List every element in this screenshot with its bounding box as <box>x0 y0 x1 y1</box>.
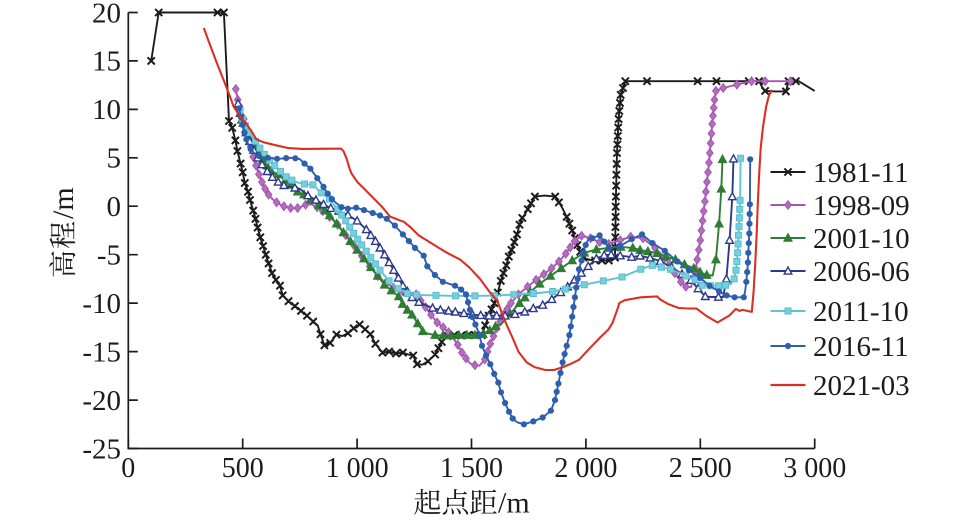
svg-text:2011-10: 2011-10 <box>813 296 909 328</box>
svg-text:2016-11: 2016-11 <box>813 331 909 363</box>
svg-text:2 500: 2 500 <box>669 453 732 484</box>
svg-text:0: 0 <box>107 191 122 223</box>
svg-text:-10: -10 <box>82 288 121 320</box>
svg-text:2021-03: 2021-03 <box>813 370 910 402</box>
svg-text:2 000: 2 000 <box>554 453 617 484</box>
svg-text:/m: /m <box>498 487 530 520</box>
svg-text:1 000: 1 000 <box>326 453 389 484</box>
svg-text:-15: -15 <box>82 336 121 368</box>
svg-text:/m: /m <box>47 187 80 219</box>
svg-text:-5: -5 <box>97 240 121 272</box>
svg-text:10: 10 <box>92 94 121 126</box>
svg-text:-25: -25 <box>82 433 121 465</box>
svg-text:1981-11: 1981-11 <box>813 157 909 189</box>
svg-text:20: 20 <box>92 0 121 29</box>
svg-text:1998-09: 1998-09 <box>813 190 910 222</box>
svg-text:-20: -20 <box>82 385 121 417</box>
svg-text:500: 500 <box>222 453 264 484</box>
svg-text:2006-06: 2006-06 <box>813 256 910 288</box>
svg-text:0: 0 <box>121 453 135 484</box>
svg-text:3 000: 3 000 <box>783 453 846 484</box>
svg-text:1 500: 1 500 <box>440 453 503 484</box>
svg-text:5: 5 <box>107 143 122 175</box>
svg-text:2001-10: 2001-10 <box>813 223 910 255</box>
svg-text:15: 15 <box>92 46 121 78</box>
